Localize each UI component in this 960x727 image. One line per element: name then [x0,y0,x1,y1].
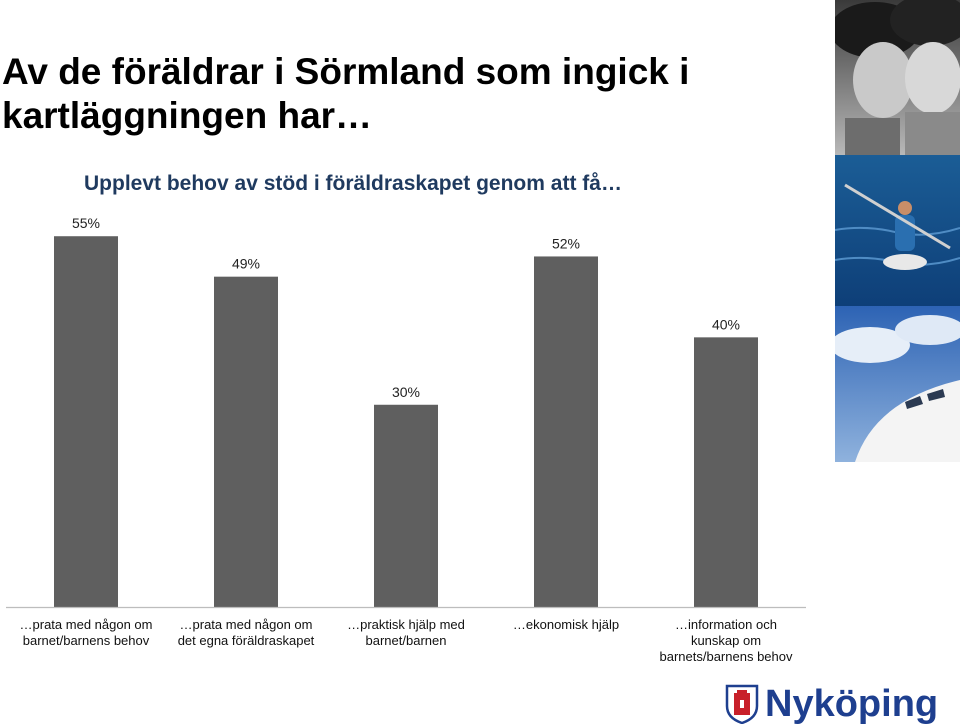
airplane-photo [835,306,960,462]
children-photo [835,0,960,155]
bar-chart: 55% …prata med någon om barnet/barnens beh… [6,215,806,664]
slide-title-line-2: kartläggningen har… [2,95,373,136]
bar-4 [534,256,598,607]
coat-of-arms-icon [725,684,759,724]
bar-3 [374,404,438,607]
category-label: …praktisk hjälp med barnet/barnen [347,617,465,648]
slide-title-line-1: Av de föräldrar i Sörmland som ingick i [2,51,690,92]
category-label: …information och kunskap om barnets/barnen… [660,617,793,664]
bar-5 [694,337,758,607]
photo-collage [835,0,960,462]
bar-value-label: 52% [552,235,580,251]
category-label: …prata med någon om det egna föräldraskap… [178,617,315,648]
bar-1 [54,236,118,608]
logo-text: Nyköping [765,683,939,725]
category-label: …ekonomisk hjälp [513,617,619,632]
bar-value-label: 55% [72,215,100,231]
bar-value-label: 49% [232,256,260,272]
slide-title: Av de föräldrar i Sörmland som ingick i … [2,50,822,138]
bar-value-label: 30% [392,384,420,400]
kayak-photo [835,155,960,306]
category-label: …prata med någon om barnet/barnens behov [20,617,153,648]
bar-value-label: 40% [712,316,740,332]
chart-title: Upplevt behov av stöd i föräldraskapet g… [84,172,622,195]
bar-2 [214,276,278,607]
nykoping-logo: Nyköping [725,683,955,725]
